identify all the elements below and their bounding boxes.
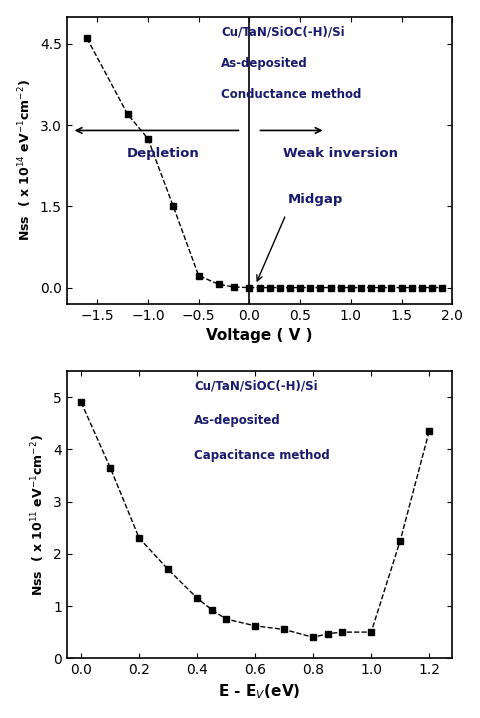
Y-axis label: Nss  ( x 10$^{11}$ eV$^{-1}$cm$^{-2}$): Nss ( x 10$^{11}$ eV$^{-1}$cm$^{-2}$) [30, 434, 48, 596]
Y-axis label: Nss  ( x 10$^{14}$ eV$^{-1}$cm$^{-2}$): Nss ( x 10$^{14}$ eV$^{-1}$cm$^{-2}$) [17, 79, 34, 241]
Text: As-deposited: As-deposited [194, 414, 281, 427]
X-axis label: E - E$_V$(eV): E - E$_V$(eV) [218, 683, 301, 701]
Text: Capacitance method: Capacitance method [194, 449, 330, 462]
Text: Midgap: Midgap [288, 193, 343, 206]
Text: Cu/TaN/SiOC(-H)/Si: Cu/TaN/SiOC(-H)/Si [194, 380, 318, 393]
Text: Weak inversion: Weak inversion [283, 146, 398, 159]
Text: Depletion: Depletion [127, 146, 200, 159]
Text: As-deposited: As-deposited [221, 57, 308, 70]
Text: Cu/TaN/SiOC(-H)/Si: Cu/TaN/SiOC(-H)/Si [221, 25, 345, 38]
X-axis label: Voltage ( V ): Voltage ( V ) [206, 328, 313, 343]
Text: Conductance method: Conductance method [221, 88, 361, 101]
